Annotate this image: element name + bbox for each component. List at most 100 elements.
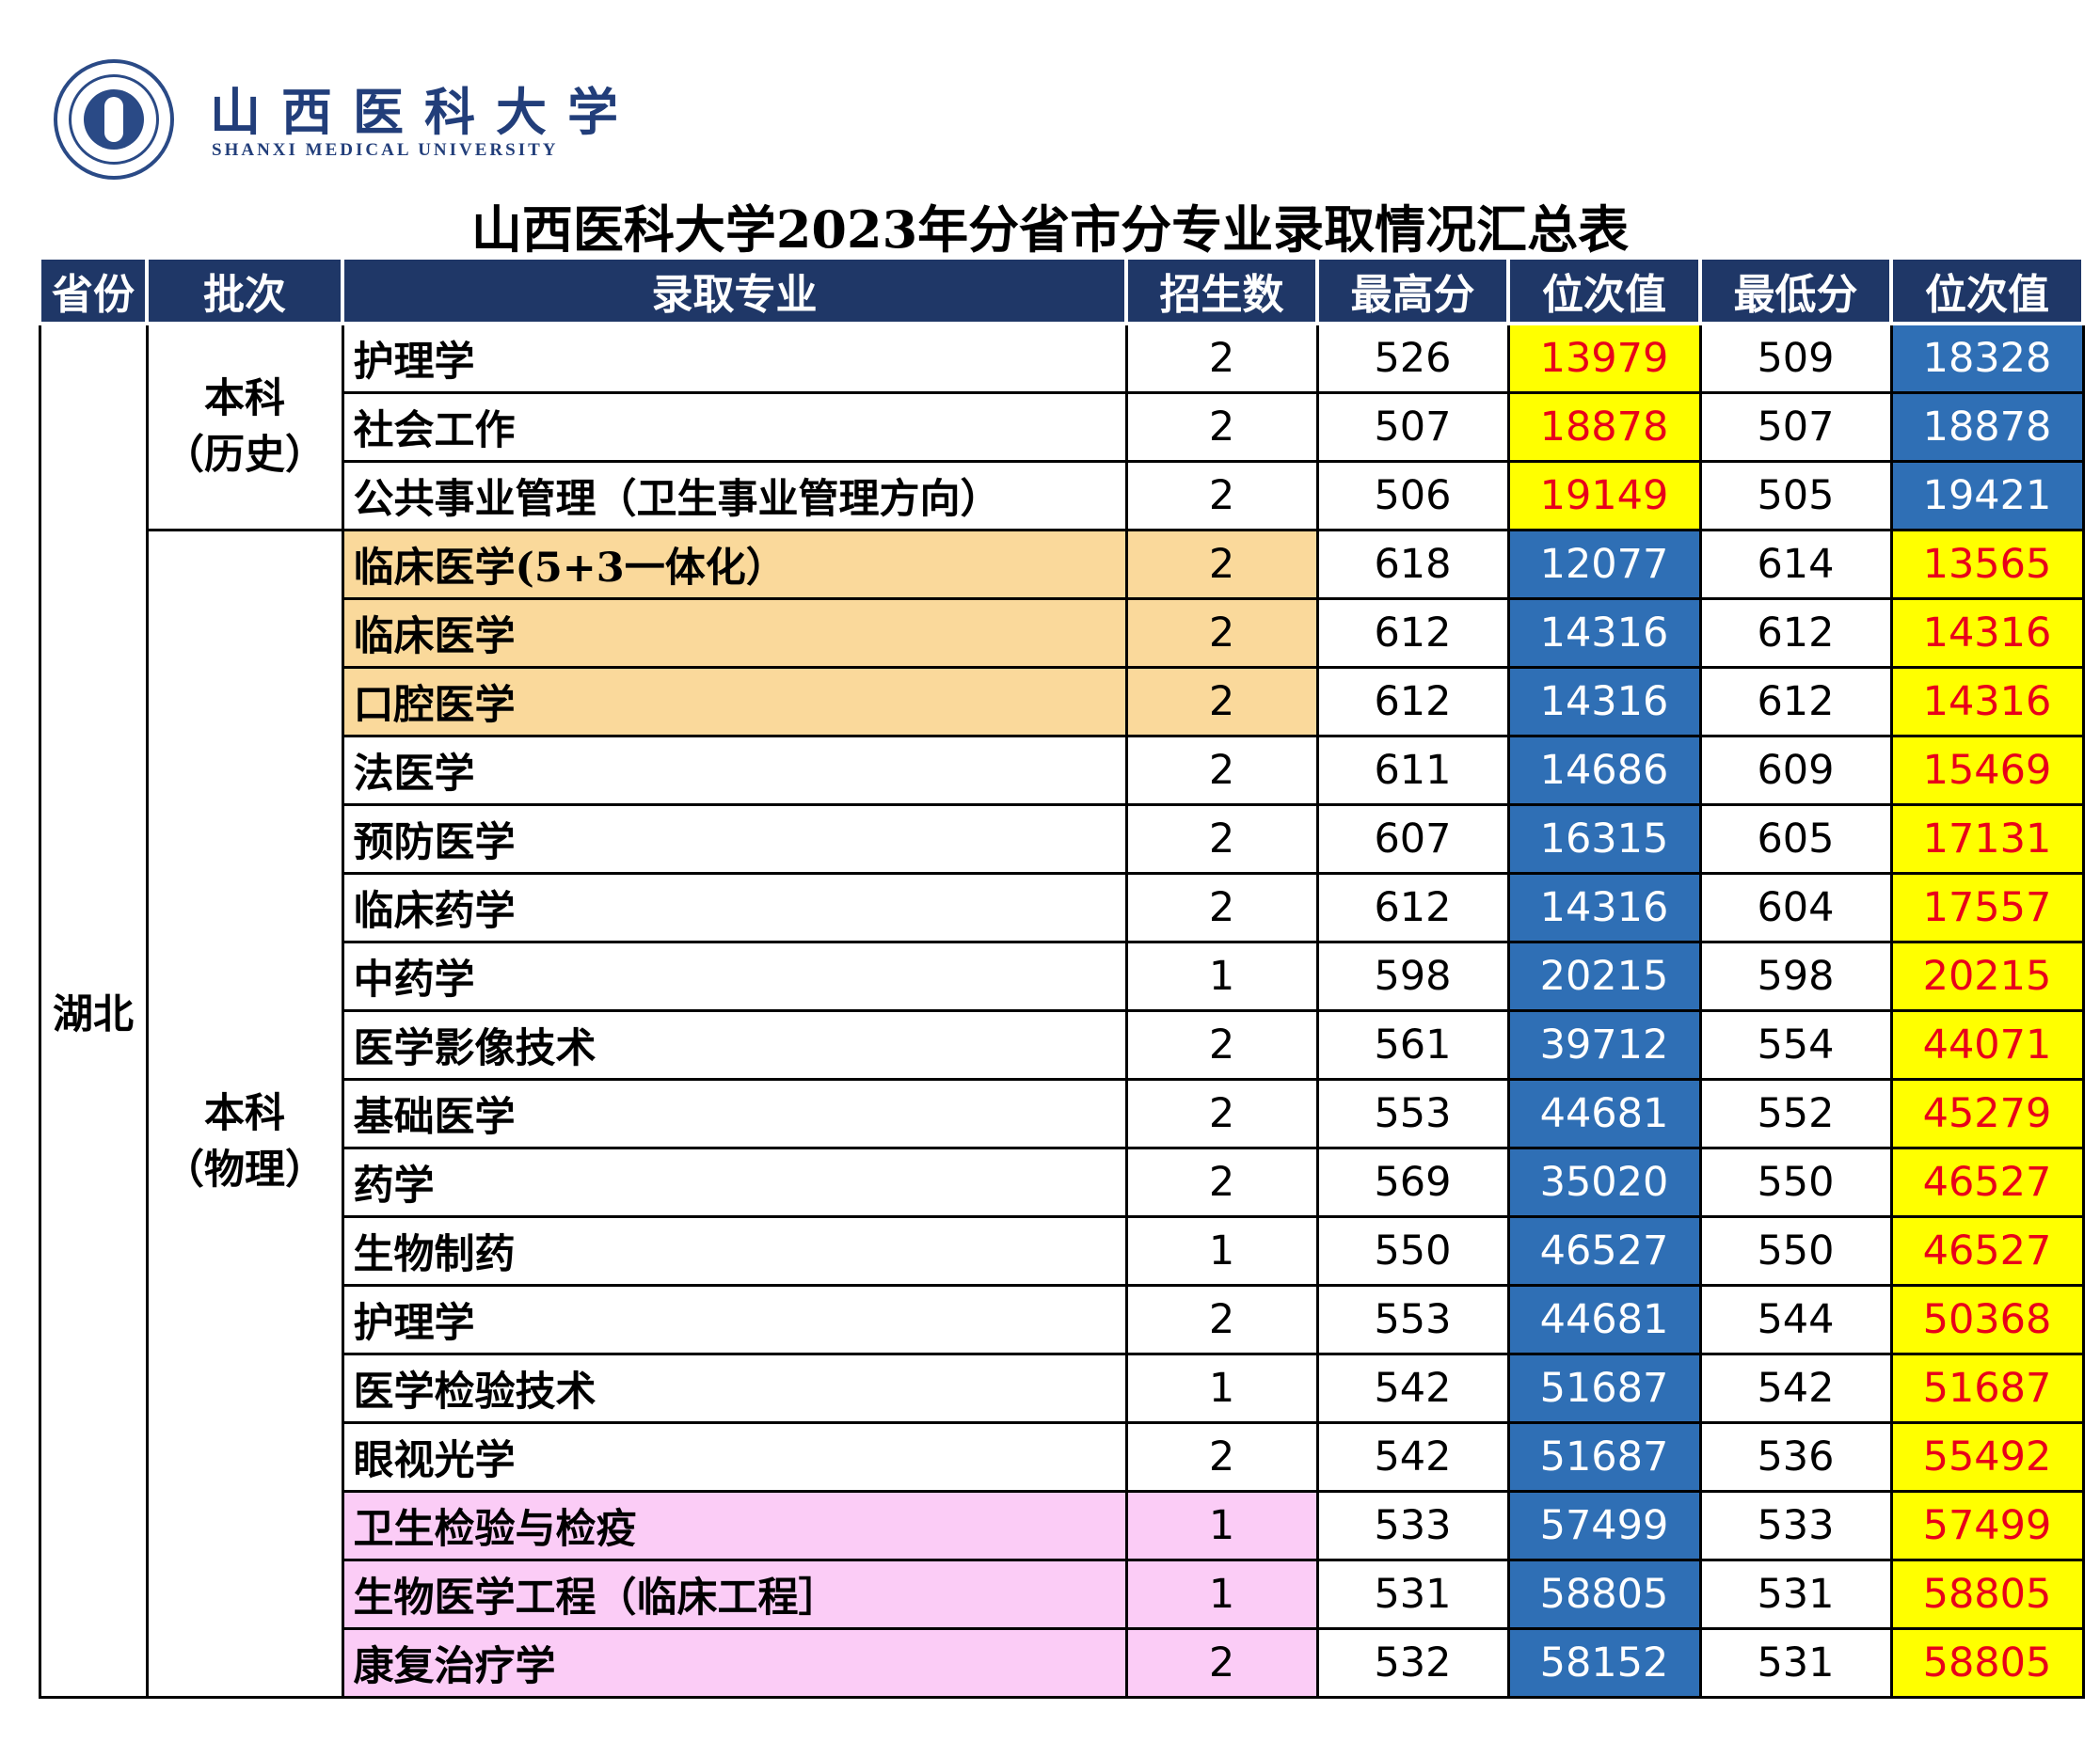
max-score-cell: 526 (1315, 322, 1510, 394)
min-rank-cell: 17131 (1889, 803, 2085, 875)
major-cell: 药学 (341, 1147, 1128, 1218)
min-rank-cell: 17557 (1889, 872, 2085, 943)
major-cell: 中药学 (341, 941, 1128, 1012)
min-score-cell: 507 (1698, 391, 1893, 463)
batch-cell: 本科 （历史） (145, 322, 344, 531)
col-header-major: 录取专业 (341, 256, 1128, 325)
quota-cell: 2 (1124, 803, 1319, 875)
table-row: 公共事业管理（卫生事业管理方向） 2 506 19149 505 19421 (40, 460, 2085, 531)
major-cell: 生物制药 (341, 1215, 1128, 1287)
max-rank-cell: 14316 (1506, 666, 1702, 737)
major-cell: 生物医学工程（临床工程］ (341, 1559, 1128, 1630)
major-cell: 预防医学 (341, 803, 1128, 875)
major-cell: 护理学 (341, 1284, 1128, 1355)
min-score-cell: 509 (1698, 322, 1893, 394)
min-score-cell: 544 (1698, 1284, 1893, 1355)
page-title: 山西医科大学2023年分省市分专业录取情况汇总表 (470, 199, 1630, 260)
min-score-cell: 542 (1698, 1353, 1893, 1424)
max-rank-cell: 14686 (1506, 735, 1702, 806)
table-row: 医学影像技术 2 561 39712 554 44071 (40, 1009, 2085, 1081)
table-row: 药学 2 569 35020 550 46527 (40, 1147, 2085, 1218)
max-rank-cell: 51687 (1506, 1421, 1702, 1493)
col-header-batch: 批次 (145, 256, 344, 325)
major-cell: 基础医学 (341, 1078, 1128, 1149)
max-score-cell: 533 (1315, 1490, 1510, 1561)
table-row: 基础医学 2 553 44681 552 45279 (40, 1078, 2085, 1149)
table-row: 眼视光学 2 542 51687 536 55492 (40, 1421, 2085, 1493)
max-rank-cell: 39712 (1506, 1009, 1702, 1081)
quota-cell: 2 (1124, 322, 1319, 394)
max-rank-cell: 16315 (1506, 803, 1702, 875)
university-name-en: SHANXI MEDICAL UNIVERSITY (212, 140, 559, 160)
max-rank-cell: 13979 (1506, 322, 1702, 394)
min-rank-cell: 58805 (1889, 1627, 2085, 1699)
max-score-cell: 612 (1315, 872, 1510, 943)
max-score-cell: 569 (1315, 1147, 1510, 1218)
col-header-province: 省份 (38, 256, 149, 325)
min-score-cell: 614 (1698, 529, 1893, 600)
max-rank-cell: 57499 (1506, 1490, 1702, 1561)
min-score-cell: 550 (1698, 1215, 1893, 1287)
max-rank-cell: 46527 (1506, 1215, 1702, 1287)
quota-cell: 2 (1124, 460, 1319, 531)
max-score-cell: 532 (1315, 1627, 1510, 1699)
min-score-cell: 605 (1698, 803, 1893, 875)
major-cell: 眼视光学 (341, 1421, 1128, 1493)
min-score-cell: 604 (1698, 872, 1893, 943)
table-row: 法医学 2 611 14686 609 15469 (40, 735, 2085, 806)
max-rank-cell: 19149 (1506, 460, 1702, 531)
table-row: 生物制药 1 550 46527 550 46527 (40, 1215, 2085, 1287)
quota-cell: 2 (1124, 666, 1319, 737)
max-rank-cell: 44681 (1506, 1078, 1702, 1149)
table-row: 预防医学 2 607 16315 605 17131 (40, 803, 2085, 875)
max-rank-cell: 58152 (1506, 1627, 1702, 1699)
min-score-cell: 536 (1698, 1421, 1893, 1493)
quota-cell: 2 (1124, 872, 1319, 943)
max-score-cell: 618 (1315, 529, 1510, 600)
batch-label-line1: 本科 (204, 375, 285, 422)
min-score-cell: 598 (1698, 941, 1893, 1012)
min-rank-cell: 18328 (1889, 322, 2085, 394)
major-cell: 临床药学 (341, 872, 1128, 943)
max-rank-cell: 58805 (1506, 1559, 1702, 1630)
major-cell: 法医学 (341, 735, 1128, 806)
batch-label-line1: 本科 (204, 1090, 285, 1137)
col-header-min-score: 最低分 (1698, 256, 1893, 325)
min-score-cell: 609 (1698, 735, 1893, 806)
col-header-min-rank: 位次值 (1889, 256, 2085, 325)
max-score-cell: 561 (1315, 1009, 1510, 1081)
max-rank-cell: 35020 (1506, 1147, 1702, 1218)
major-cell: 公共事业管理（卫生事业管理方向） (341, 460, 1128, 531)
min-score-cell: 531 (1698, 1627, 1893, 1699)
quota-cell: 2 (1124, 735, 1319, 806)
province-cell: 湖北 (38, 322, 149, 1699)
major-cell: 康复治疗学 (341, 1627, 1128, 1699)
max-score-cell: 612 (1315, 666, 1510, 737)
min-score-cell: 552 (1698, 1078, 1893, 1149)
max-score-cell: 598 (1315, 941, 1510, 1012)
min-score-cell: 531 (1698, 1559, 1893, 1630)
max-score-cell: 607 (1315, 803, 1510, 875)
min-score-cell: 550 (1698, 1147, 1893, 1218)
university-header: 山西医科大学 SHANXI MEDICAL UNIVERSITY (52, 52, 618, 183)
max-score-cell: 550 (1315, 1215, 1510, 1287)
major-cell: 医学影像技术 (341, 1009, 1128, 1081)
major-cell: 临床医学 (341, 597, 1128, 669)
batch-cell: 本科 （物理） (145, 529, 344, 1699)
min-score-cell: 505 (1698, 460, 1893, 531)
min-rank-cell: 14316 (1889, 666, 2085, 737)
table-row: 护理学 2 553 44681 544 50368 (40, 1284, 2085, 1355)
min-score-cell: 612 (1698, 597, 1893, 669)
min-rank-cell: 57499 (1889, 1490, 2085, 1561)
major-cell: 临床医学(5+3一体化） (341, 529, 1128, 600)
max-score-cell: 553 (1315, 1078, 1510, 1149)
min-score-cell: 612 (1698, 666, 1893, 737)
max-score-cell: 531 (1315, 1559, 1510, 1630)
university-name-cn: 山西医科大学 (210, 82, 639, 142)
col-header-quota: 招生数 (1124, 256, 1319, 325)
major-cell: 护理学 (341, 322, 1128, 394)
quota-cell: 1 (1124, 1559, 1319, 1630)
batch-label-line2: （历史） (164, 432, 326, 479)
min-rank-cell: 14316 (1889, 597, 2085, 669)
table-row: 临床医学 2 612 14316 612 14316 (40, 597, 2085, 669)
